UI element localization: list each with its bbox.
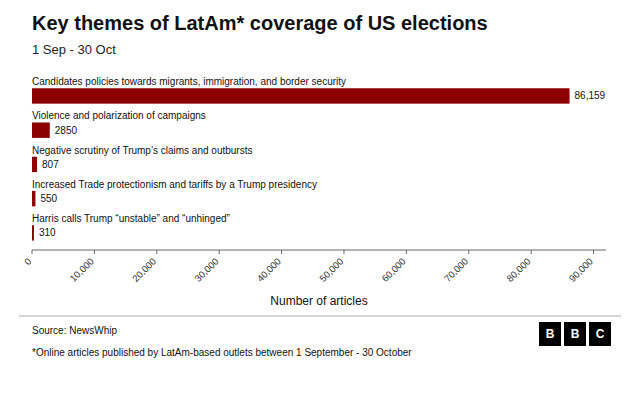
logo-box — [589, 322, 611, 346]
category-label: Harris calls Trump “unstable” and “unhin… — [32, 213, 230, 224]
logo-box — [564, 322, 586, 346]
x-axis-line — [32, 250, 606, 251]
x-axis-label: Number of articles — [270, 294, 367, 308]
bar — [32, 88, 570, 103]
x-tick — [406, 250, 407, 254]
footer-separator — [19, 316, 621, 317]
data-label: 807 — [42, 159, 59, 170]
x-tick — [531, 250, 532, 254]
data-label: 2850 — [55, 125, 78, 136]
category-label: Increased Trade protectionism and tariff… — [32, 179, 317, 190]
logo-letter: C — [596, 327, 605, 341]
category-label: Candidates policies towards migrants, im… — [32, 76, 346, 87]
x-tick-label: 50,000 — [317, 256, 345, 284]
x-tick — [343, 250, 344, 254]
logo-box — [539, 322, 561, 346]
bar — [32, 191, 35, 206]
x-tick — [593, 250, 594, 254]
x-tick-label: 20,000 — [130, 256, 158, 284]
bars — [32, 88, 570, 240]
chart-svg: Key themes of LatAm* coverage of US elec… — [0, 0, 640, 400]
bar — [32, 225, 34, 240]
logo-letter: B — [571, 327, 580, 341]
x-tick — [468, 250, 469, 254]
x-tick — [94, 250, 95, 254]
x-tick-label: 10,000 — [67, 256, 95, 284]
logo-letter: B — [546, 327, 555, 341]
x-tick — [156, 250, 157, 254]
x-tick-label: 40,000 — [255, 256, 283, 284]
data-label: 550 — [40, 193, 57, 204]
bar — [32, 157, 37, 172]
x-tick — [281, 250, 282, 254]
x-tick-label: 90,000 — [567, 256, 595, 284]
title: Key themes of LatAm* coverage of US elec… — [32, 12, 488, 34]
x-tick — [32, 250, 33, 254]
x-tick-label: 60,000 — [379, 256, 407, 284]
x-tick-label: 30,000 — [192, 256, 220, 284]
footer-note: *Online articles published by LatAm-base… — [32, 347, 412, 358]
data-label: 310 — [39, 227, 56, 238]
x-tick-label: 70,000 — [442, 256, 470, 284]
category-label: Negative scrutiny of Trump’s claims and … — [32, 145, 252, 156]
x-tick-label: 80,000 — [504, 256, 532, 284]
footer-source: Source: NewsWhip — [32, 325, 117, 336]
data-label: 86,159 — [575, 90, 606, 101]
x-tick — [219, 250, 220, 254]
category-label: Violence and polarization of campaigns — [32, 110, 206, 121]
x-tick-label: 0 — [22, 256, 34, 268]
subtitle: 1 Sep - 30 Oct — [32, 42, 116, 57]
bar — [32, 122, 50, 137]
